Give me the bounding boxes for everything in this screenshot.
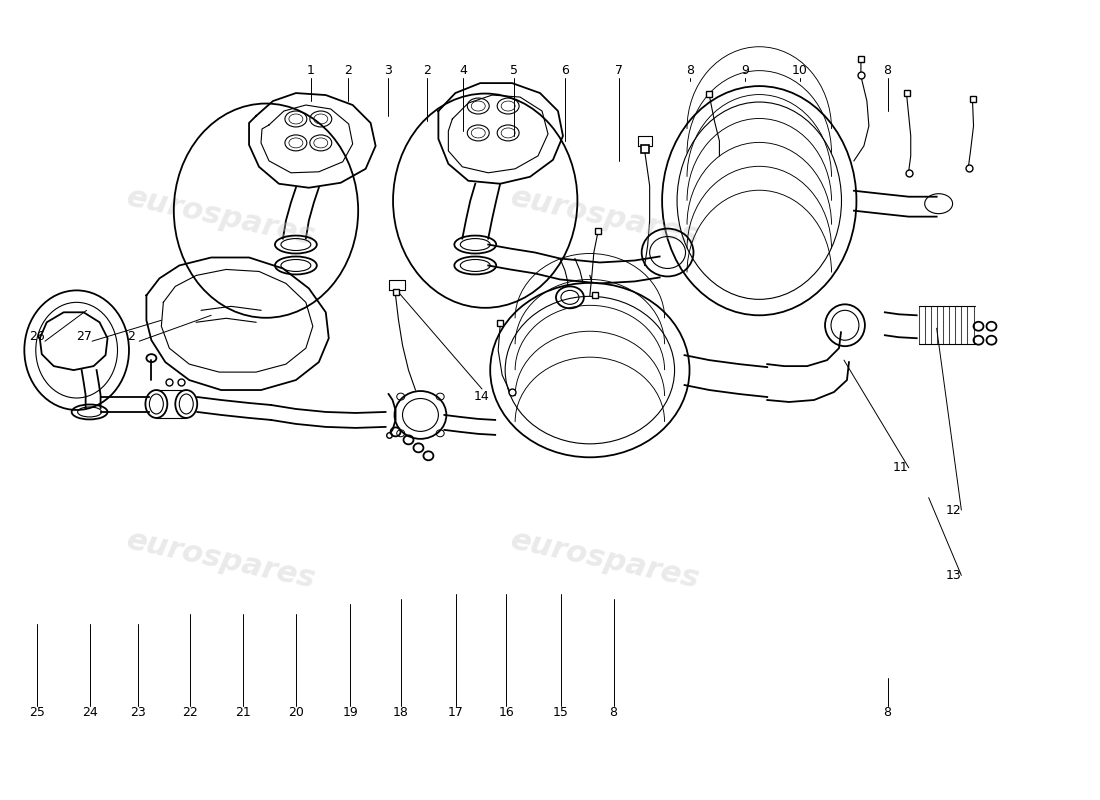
Text: 18: 18 xyxy=(393,706,409,719)
Text: 13: 13 xyxy=(946,569,961,582)
Text: 7: 7 xyxy=(615,64,623,78)
Ellipse shape xyxy=(662,86,857,315)
Text: 16: 16 xyxy=(498,706,514,719)
Text: 4: 4 xyxy=(460,64,467,78)
Text: 9: 9 xyxy=(741,64,749,78)
Text: 8: 8 xyxy=(883,64,892,78)
Text: eurospares: eurospares xyxy=(507,526,702,594)
Text: 23: 23 xyxy=(130,706,145,719)
Text: eurospares: eurospares xyxy=(124,526,318,594)
Text: 2: 2 xyxy=(344,64,352,78)
Text: 6: 6 xyxy=(561,64,570,78)
Text: 20: 20 xyxy=(288,706,304,719)
Text: 2: 2 xyxy=(128,330,135,342)
Text: 26: 26 xyxy=(29,330,45,342)
Ellipse shape xyxy=(491,283,690,458)
Text: 19: 19 xyxy=(342,706,359,719)
Text: 15: 15 xyxy=(553,706,569,719)
Text: 11: 11 xyxy=(893,462,909,474)
Text: 8: 8 xyxy=(609,706,617,719)
Text: 5: 5 xyxy=(509,64,518,78)
Text: 12: 12 xyxy=(946,503,961,517)
Text: 25: 25 xyxy=(29,706,45,719)
Text: 27: 27 xyxy=(76,330,92,342)
Text: 1: 1 xyxy=(307,64,315,78)
Text: 24: 24 xyxy=(81,706,98,719)
Text: 8: 8 xyxy=(686,64,694,78)
Text: eurospares: eurospares xyxy=(507,182,702,251)
Text: 10: 10 xyxy=(792,64,807,78)
Text: eurospares: eurospares xyxy=(124,182,318,251)
Text: 3: 3 xyxy=(384,64,392,78)
Text: 14: 14 xyxy=(474,390,490,402)
Text: 22: 22 xyxy=(183,706,198,719)
Text: 8: 8 xyxy=(883,706,892,719)
Text: 21: 21 xyxy=(235,706,251,719)
Text: 17: 17 xyxy=(448,706,464,719)
Text: 2: 2 xyxy=(424,64,431,78)
